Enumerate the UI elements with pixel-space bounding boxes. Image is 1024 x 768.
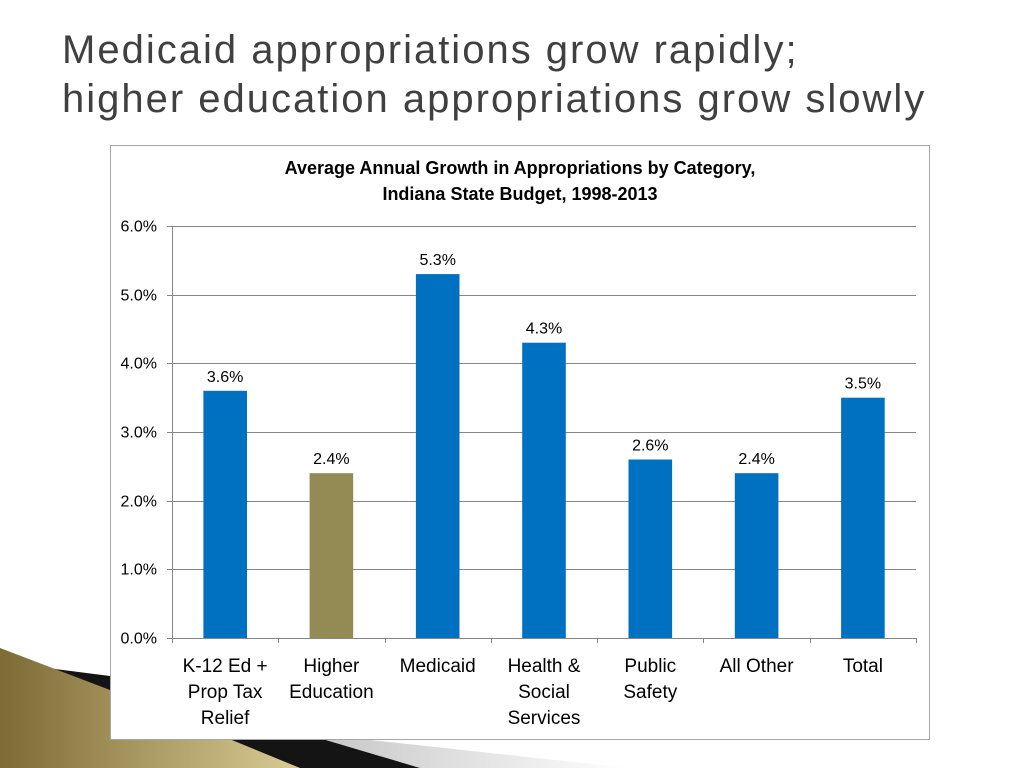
y-tick-label: 4.0% bbox=[121, 356, 157, 373]
bars bbox=[203, 274, 885, 638]
y-tick-label: 5.0% bbox=[121, 288, 157, 305]
x-tick-label: Public Safety bbox=[623, 656, 678, 703]
x-tick-label: Total bbox=[842, 656, 883, 677]
bar-health-social-services bbox=[522, 342, 566, 638]
chart-frame: Average Annual Growth in Appropriations … bbox=[110, 145, 930, 740]
x-tick-label: K-12 Ed + Prop Tax Relief bbox=[182, 656, 268, 729]
slide-title: Medicaid appropriations grow rapidly; hi… bbox=[62, 26, 1002, 124]
chart-subtitle: Indiana State Budget, 1998-2013 bbox=[382, 184, 658, 204]
bar-k-12-ed-prop-tax-relief bbox=[203, 390, 247, 638]
y-tick-label: 1.0% bbox=[121, 562, 157, 579]
x-tick-label: All Other bbox=[719, 656, 794, 677]
y-tick-label: 2.0% bbox=[121, 494, 157, 511]
slide-title-line-1: Medicaid appropriations grow rapidly; bbox=[62, 28, 799, 72]
chart-title: Average Annual Growth in Appropriations … bbox=[284, 158, 756, 178]
data-label: 5.3% bbox=[419, 252, 455, 269]
axes bbox=[167, 226, 917, 643]
data-label: 2.6% bbox=[632, 438, 668, 455]
data-label: 4.3% bbox=[526, 321, 562, 338]
bar-total bbox=[841, 397, 885, 638]
slide-title-line-2: higher education appropriations grow slo… bbox=[62, 77, 927, 121]
bar-public-safety bbox=[628, 459, 673, 638]
x-axis-category-labels: K-12 Ed + Prop Tax Relief Higher Educatio… bbox=[111, 146, 929, 739]
y-tick-label: 6.0% bbox=[121, 219, 157, 236]
y-axis-tick-labels: 0.0% 1.0% 2.0% 3.0% 4.0% 5.0% 6.0% bbox=[121, 219, 157, 648]
x-tick-label: Higher Education bbox=[289, 656, 374, 703]
bar-all-other bbox=[734, 473, 779, 638]
bar-higher-education bbox=[309, 473, 354, 638]
y-tick-label: 0.0% bbox=[121, 631, 157, 648]
bar-medicaid bbox=[415, 274, 460, 638]
data-label: 3.5% bbox=[845, 376, 881, 393]
data-label: 2.4% bbox=[738, 451, 774, 468]
data-labels: 3.6% 2.4% 5.3% 4.3% 2.6% 2.4% 3.5% bbox=[207, 252, 881, 468]
x-tick-label: Health & Social Services bbox=[507, 656, 581, 729]
y-tick-label: 3.0% bbox=[121, 425, 157, 442]
data-label: 3.6% bbox=[207, 369, 243, 386]
data-label: 2.4% bbox=[313, 451, 349, 468]
bar-chart: 0.0% 1.0% 2.0% 3.0% 4.0% 5.0% 6.0% 3.6% 2.4% 5.3… bbox=[121, 219, 917, 648]
x-tick-label: Medicaid bbox=[399, 656, 476, 677]
